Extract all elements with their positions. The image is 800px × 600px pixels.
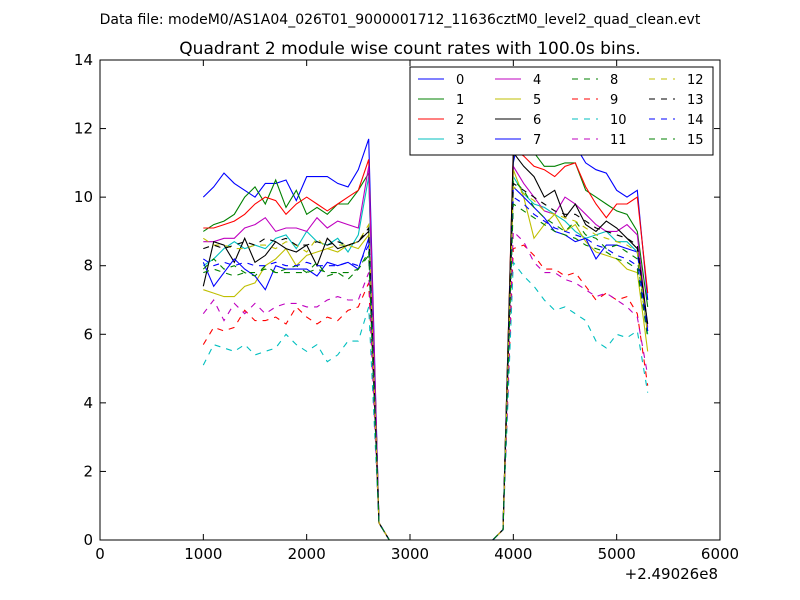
x-tick-label: 2000 <box>288 545 326 563</box>
legend-label-14: 14 <box>687 113 704 128</box>
series-line-2 <box>203 148 649 540</box>
chart-title: Quadrant 2 module wise count rates with … <box>179 39 640 59</box>
x-tick-label: 4000 <box>494 545 532 563</box>
legend-label-5: 5 <box>533 93 541 108</box>
x-tick-label: 1000 <box>184 545 222 563</box>
legend-label-13: 13 <box>687 93 704 108</box>
x-tick-label: 6000 <box>701 545 739 563</box>
series-line-6 <box>202 151 649 540</box>
legend-label-15: 15 <box>687 133 704 148</box>
legend-label-11: 11 <box>610 133 627 148</box>
legend-label-0: 0 <box>456 73 464 88</box>
legend-label-7: 7 <box>533 133 541 148</box>
chart-suptitle: Data file: modeM0/AS1A04_026T01_90000017… <box>100 12 701 28</box>
legend-label-2: 2 <box>456 113 464 128</box>
legend-label-6: 6 <box>533 113 541 128</box>
legend-label-9: 9 <box>610 93 618 108</box>
y-tick-label: 10 <box>74 188 93 206</box>
y-tick-label: 12 <box>74 120 93 138</box>
legend-label-1: 1 <box>456 93 464 108</box>
y-tick-label: 0 <box>83 531 93 549</box>
series-line-12 <box>202 185 649 540</box>
series-line-10 <box>202 260 649 540</box>
series-line-9 <box>202 244 649 540</box>
series-line-3 <box>202 174 649 540</box>
legend-label-8: 8 <box>610 73 618 88</box>
series-line-15 <box>203 202 649 540</box>
x-tick-label: 5000 <box>598 545 636 563</box>
legend-label-4: 4 <box>533 73 541 88</box>
x-offset-label: +2.49026e8 <box>625 565 718 583</box>
y-tick-label: 8 <box>83 257 93 275</box>
y-tick-label: 2 <box>83 462 93 480</box>
legend-label-12: 12 <box>687 73 704 88</box>
series-line-1 <box>202 144 649 540</box>
legend-label-10: 10 <box>610 113 627 128</box>
series-line-4 <box>203 164 649 540</box>
x-tick-label: 3000 <box>391 545 429 563</box>
legend-box <box>409 66 714 156</box>
x-tick-label: 0 <box>95 545 105 563</box>
y-tick-label: 4 <box>83 394 93 412</box>
y-tick-label: 14 <box>74 51 93 69</box>
series-lines <box>202 110 649 540</box>
series-line-7 <box>202 185 649 540</box>
series-line-5 <box>203 169 649 540</box>
y-tick-label: 6 <box>83 325 93 343</box>
legend-label-3: 3 <box>456 133 464 148</box>
